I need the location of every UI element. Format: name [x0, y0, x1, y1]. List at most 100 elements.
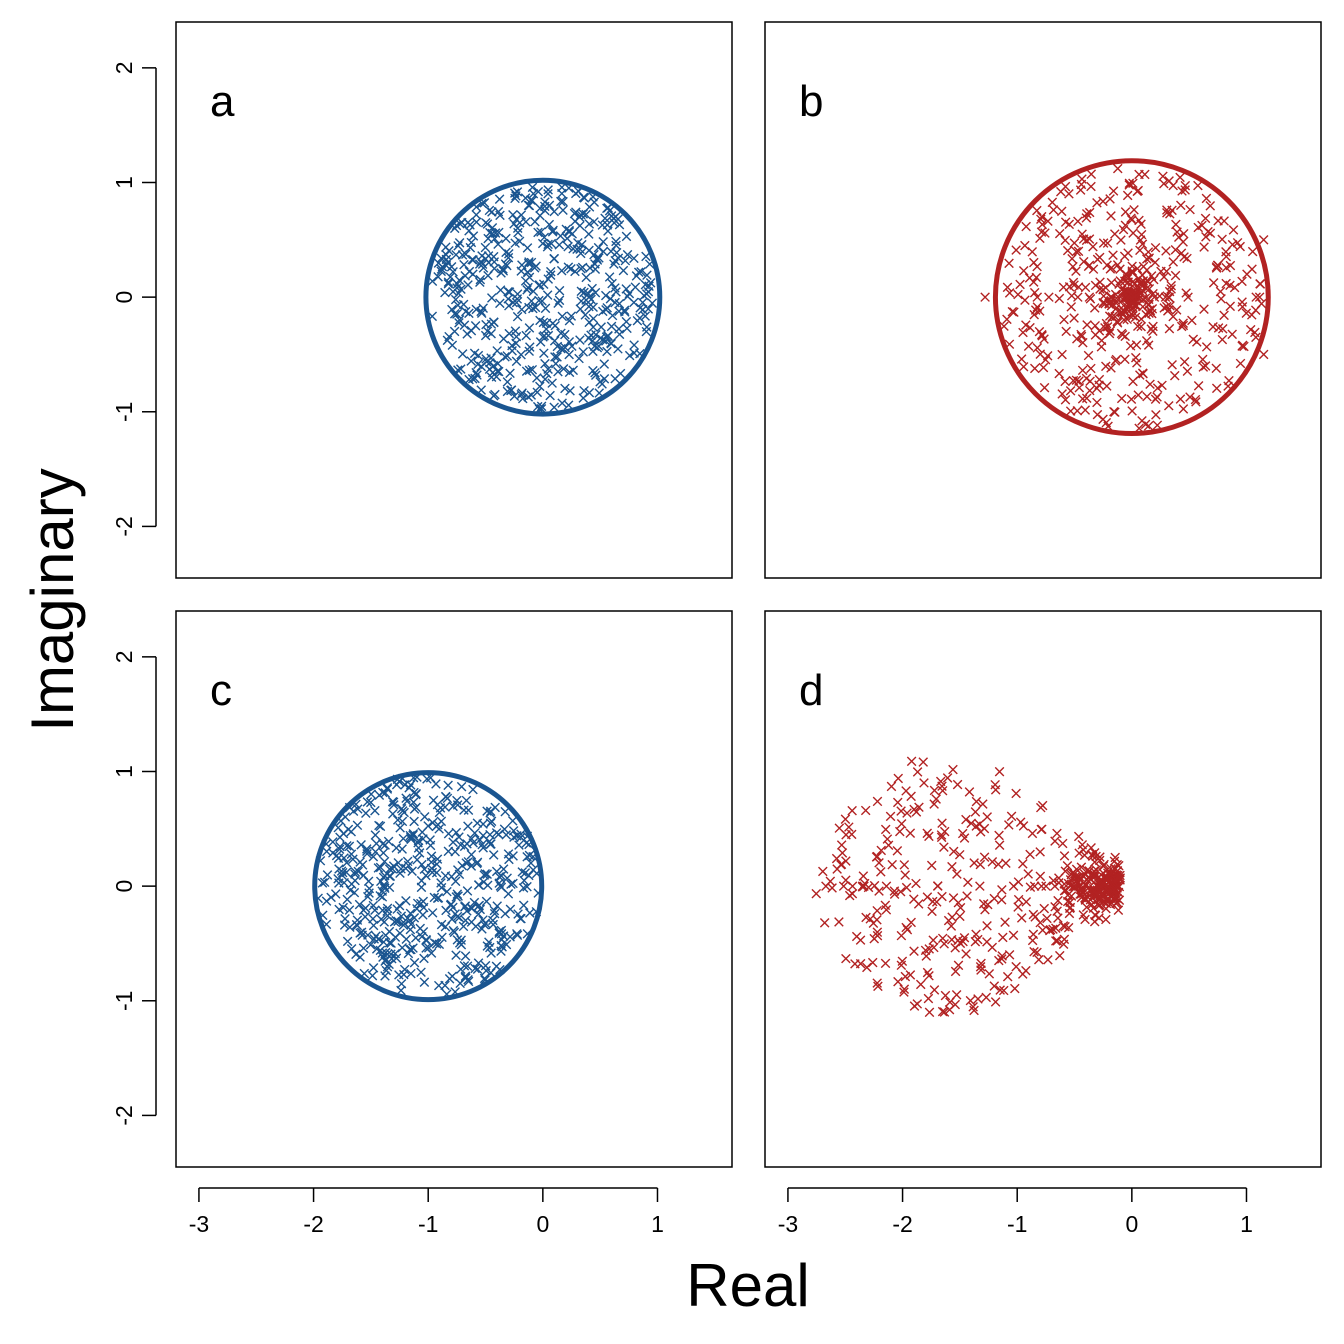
- scatter-point: [1246, 310, 1257, 320]
- scatter-point: [1008, 930, 1019, 941]
- scatter-point: [563, 262, 574, 272]
- scatter-point: [413, 835, 424, 846]
- scatter-point: [415, 923, 426, 934]
- scatter-point: [1098, 238, 1109, 248]
- scatter-point: [1145, 379, 1155, 390]
- scatter-point: [470, 963, 480, 974]
- scatter-point: [462, 906, 472, 916]
- scatter-point: [571, 207, 581, 217]
- scatter-point: [821, 881, 831, 891]
- scatter-point: [363, 876, 374, 887]
- scatter-point: [549, 335, 560, 346]
- y-tick-label: 1: [111, 765, 137, 778]
- scatter-point: [621, 231, 632, 242]
- scatter-point: [331, 850, 342, 861]
- scatter-point: [362, 797, 373, 807]
- scatter-point: [882, 834, 893, 844]
- scatter-point: [564, 225, 574, 236]
- scatter-point: [601, 336, 611, 346]
- scatter-point: [485, 806, 496, 817]
- scatter-point: [601, 304, 611, 315]
- scatter-point: [631, 271, 642, 281]
- scatter-point: [1104, 328, 1115, 339]
- scatter-point: [419, 812, 430, 822]
- scatter-point: [536, 227, 546, 237]
- scatter-point: [860, 805, 871, 816]
- scatter-point: [913, 899, 924, 909]
- scatter-point: [1102, 238, 1113, 248]
- scatter-point: [1084, 292, 1095, 302]
- scatter-point: [1178, 320, 1189, 331]
- scatter-point: [1245, 324, 1256, 335]
- scatter-point: [436, 253, 447, 264]
- scatter-point: [1083, 350, 1094, 361]
- scatter-point: [508, 297, 518, 308]
- scatter-point: [461, 795, 472, 806]
- scatter-point: [943, 915, 954, 926]
- scatter-point: [394, 900, 405, 911]
- scatter-point: [575, 220, 585, 231]
- scatter-point: [1112, 163, 1123, 174]
- scatter-point: [584, 219, 595, 229]
- scatter-point: [1043, 216, 1053, 226]
- scatter-point: [1056, 206, 1067, 217]
- scatter-point: [1077, 839, 1088, 850]
- scatter-point: [880, 958, 891, 969]
- x-tick-label: -2: [303, 1211, 323, 1237]
- scatter-point: [1112, 260, 1123, 270]
- scatter-point: [536, 401, 547, 412]
- scatter-point: [590, 370, 601, 381]
- scatter-point: [1041, 881, 1051, 891]
- scatter-point: [892, 846, 903, 856]
- scatter-point: [513, 909, 523, 919]
- x-axes: -3 -2 -1 0 1 -3 -2 -1 0 1: [189, 1187, 1253, 1237]
- scatter-point: [613, 344, 623, 354]
- scatter-point: [453, 288, 464, 299]
- scatter-point: [937, 818, 947, 828]
- scatter-point: [1146, 324, 1157, 334]
- scatter-point: [850, 959, 860, 969]
- scatter-point: [477, 839, 487, 850]
- scatter-point: [1060, 921, 1070, 932]
- scatter-point: [1029, 287, 1040, 298]
- scatter-point: [494, 194, 505, 204]
- scatter-point: [939, 939, 949, 949]
- scatter-point: [872, 978, 882, 988]
- scatter-point: [485, 839, 496, 849]
- scatter-point: [334, 864, 344, 874]
- scatter-point: [834, 823, 845, 833]
- scatter-point: [1075, 185, 1086, 195]
- scatter-point: [482, 869, 492, 880]
- scatter-point: [361, 844, 372, 854]
- scatter-point: [556, 196, 566, 207]
- scatter-point: [1086, 169, 1097, 179]
- scatter-point: [1081, 393, 1092, 404]
- scatter-point: [530, 216, 540, 227]
- scatter-point: [610, 283, 620, 293]
- scatter-point: [511, 191, 521, 201]
- scatter-point: [441, 242, 451, 252]
- scatter-point: [1136, 314, 1147, 324]
- scatter-point: [378, 848, 389, 858]
- scatter-point: [1119, 251, 1130, 262]
- scatter-point: [486, 328, 496, 339]
- scatter-point: [609, 259, 619, 269]
- scatter-point: [379, 883, 390, 894]
- scatter-point: [940, 990, 951, 1001]
- scatter-point: [1219, 216, 1229, 226]
- scatter-point: [1086, 181, 1096, 192]
- scatter-point: [1163, 292, 1174, 302]
- scatter-point: [1059, 314, 1069, 325]
- scatter-point: [533, 227, 543, 238]
- scatter-point: [508, 210, 518, 220]
- scatter-point: [1119, 276, 1130, 286]
- scatter-point: [1166, 284, 1176, 294]
- scatter-point: [1101, 417, 1112, 428]
- scatter-point: [1120, 331, 1130, 342]
- scatter-point: [431, 867, 442, 878]
- y-tick-label: 0: [111, 291, 137, 304]
- scatter-point: [1190, 394, 1201, 405]
- scatter-point: [1034, 326, 1045, 337]
- scatter-point: [495, 210, 505, 221]
- scatter-point: [1171, 305, 1182, 315]
